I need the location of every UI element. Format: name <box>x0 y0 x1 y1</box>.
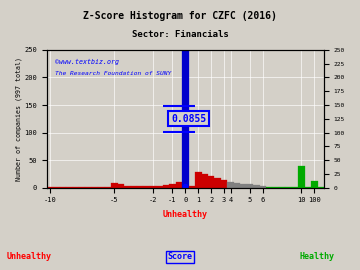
Bar <box>273 187 279 188</box>
Text: Unhealthy: Unhealthy <box>163 210 208 219</box>
Bar <box>66 187 73 188</box>
Bar <box>182 51 189 188</box>
Bar <box>266 187 273 188</box>
Bar <box>53 187 60 188</box>
Bar <box>318 187 324 188</box>
Bar <box>73 187 79 188</box>
Bar <box>92 187 98 188</box>
Bar <box>298 166 305 188</box>
Bar <box>311 181 318 188</box>
Bar <box>240 184 247 188</box>
Bar <box>176 182 182 188</box>
Text: Healthy: Healthy <box>299 252 334 261</box>
Bar <box>118 184 124 188</box>
Y-axis label: Number of companies (997 total): Number of companies (997 total) <box>15 57 22 181</box>
Text: 0.0855: 0.0855 <box>171 114 206 124</box>
Bar <box>169 184 176 188</box>
Bar <box>47 187 53 188</box>
Bar <box>221 180 227 188</box>
Bar <box>253 185 260 188</box>
Bar <box>98 187 105 188</box>
Bar <box>279 187 285 188</box>
Bar <box>260 186 266 188</box>
Bar <box>305 187 311 188</box>
Bar <box>234 183 240 188</box>
Bar <box>195 172 202 188</box>
Bar <box>189 186 195 188</box>
Text: ©www.textbiz.org: ©www.textbiz.org <box>55 59 119 65</box>
Bar <box>144 186 150 188</box>
Bar <box>137 186 144 188</box>
Bar <box>292 187 298 188</box>
Bar <box>85 187 92 188</box>
Text: Unhealthy: Unhealthy <box>6 252 51 261</box>
Bar <box>150 185 156 188</box>
Bar <box>105 187 111 188</box>
Bar <box>285 187 292 188</box>
Bar <box>131 186 137 188</box>
Bar <box>124 186 131 188</box>
Bar <box>227 182 234 188</box>
Bar <box>208 176 215 188</box>
Bar <box>111 183 118 188</box>
Bar <box>202 174 208 188</box>
Text: Score: Score <box>167 252 193 261</box>
Text: Z-Score Histogram for CZFC (2016): Z-Score Histogram for CZFC (2016) <box>83 11 277 21</box>
Bar <box>79 187 85 188</box>
Bar <box>60 187 66 188</box>
Bar <box>163 185 169 188</box>
Text: Sector: Financials: Sector: Financials <box>132 30 228 39</box>
Text: The Research Foundation of SUNY: The Research Foundation of SUNY <box>55 71 171 76</box>
Bar <box>156 185 163 188</box>
Bar <box>247 184 253 188</box>
Bar <box>215 178 221 188</box>
